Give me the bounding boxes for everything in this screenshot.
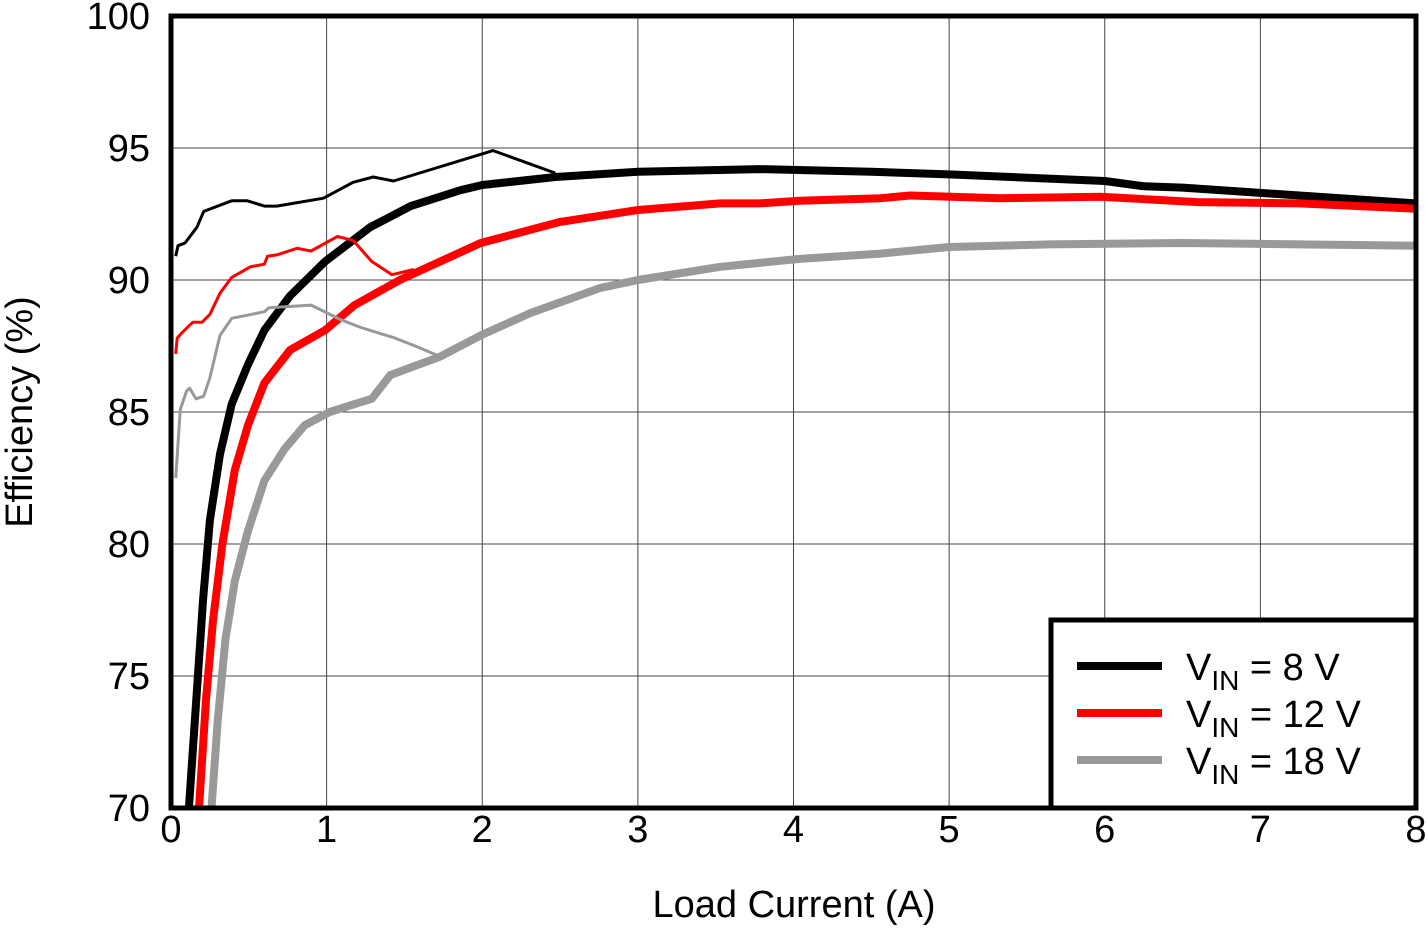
y-tick-labels: 70 75 80 85 90 95 100: [87, 0, 150, 830]
x-tick-label: 2: [472, 809, 493, 851]
x-tick-label: 3: [627, 809, 648, 851]
series-line-0: [184, 165, 1417, 809]
light-load-line-1: [174, 149, 556, 257]
y-tick-label: 85: [108, 392, 150, 434]
plot-frame: [168, 13, 1419, 811]
legend-label: VIN = 18 V: [1186, 741, 1361, 790]
series-line-2: [195, 191, 1417, 809]
x-tick-label: 1: [316, 809, 337, 851]
grid: [170, 15, 1417, 809]
series-lines: [174, 149, 1417, 809]
x-tick-labels: 0 1 2 3 4 5 6 7 8: [160, 809, 1426, 851]
x-axis-label: Load Current (A): [652, 884, 935, 925]
y-axis-label: Efficiency (%): [0, 296, 41, 528]
x-tick-label: 6: [1094, 809, 1115, 851]
y-tick-label: 90: [108, 260, 150, 302]
x-tick-label: 8: [1405, 809, 1426, 851]
y-tick-label: 95: [108, 128, 150, 170]
legend-label: VIN = 12 V: [1186, 694, 1361, 743]
y-tick-label: 100: [87, 0, 150, 38]
x-tick-label: 5: [939, 809, 960, 851]
x-tick-label: 0: [160, 809, 181, 851]
x-tick-label: 7: [1250, 809, 1271, 851]
y-tick-label: 80: [108, 524, 150, 566]
series-line-4: [207, 239, 1417, 809]
light-load-line-5: [174, 303, 438, 479]
y-tick-label: 75: [108, 656, 150, 698]
y-tick-label: 70: [108, 788, 150, 830]
legend-label: VIN = 8 V: [1186, 647, 1340, 696]
light-load-line-3: [174, 234, 415, 355]
x-tick-label: 4: [783, 809, 804, 851]
